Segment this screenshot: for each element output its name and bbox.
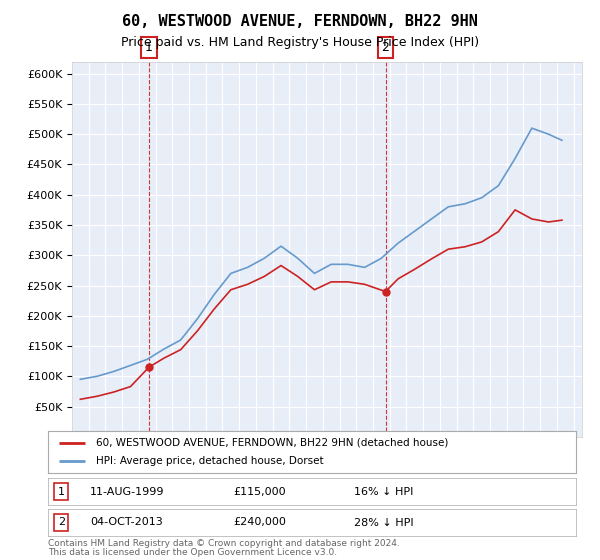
Text: Contains HM Land Registry data © Crown copyright and database right 2024.: Contains HM Land Registry data © Crown c… — [48, 539, 400, 548]
Text: 60, WESTWOOD AVENUE, FERNDOWN, BH22 9HN (detached house): 60, WESTWOOD AVENUE, FERNDOWN, BH22 9HN … — [95, 438, 448, 448]
Text: 16% ↓ HPI: 16% ↓ HPI — [354, 487, 413, 497]
Text: 28% ↓ HPI: 28% ↓ HPI — [354, 517, 414, 528]
Text: This data is licensed under the Open Government Licence v3.0.: This data is licensed under the Open Gov… — [48, 548, 337, 557]
Text: 60, WESTWOOD AVENUE, FERNDOWN, BH22 9HN: 60, WESTWOOD AVENUE, FERNDOWN, BH22 9HN — [122, 14, 478, 29]
Text: Price paid vs. HM Land Registry's House Price Index (HPI): Price paid vs. HM Land Registry's House … — [121, 36, 479, 49]
Text: 04-OCT-2013: 04-OCT-2013 — [90, 517, 163, 528]
Text: 1: 1 — [58, 487, 65, 497]
Text: 11-AUG-1999: 11-AUG-1999 — [90, 487, 165, 497]
Text: HPI: Average price, detached house, Dorset: HPI: Average price, detached house, Dors… — [95, 456, 323, 466]
Text: 1: 1 — [145, 41, 153, 54]
Text: 2: 2 — [382, 41, 389, 54]
Text: 2: 2 — [58, 517, 65, 528]
Text: £115,000: £115,000 — [233, 487, 286, 497]
Text: £240,000: £240,000 — [233, 517, 286, 528]
